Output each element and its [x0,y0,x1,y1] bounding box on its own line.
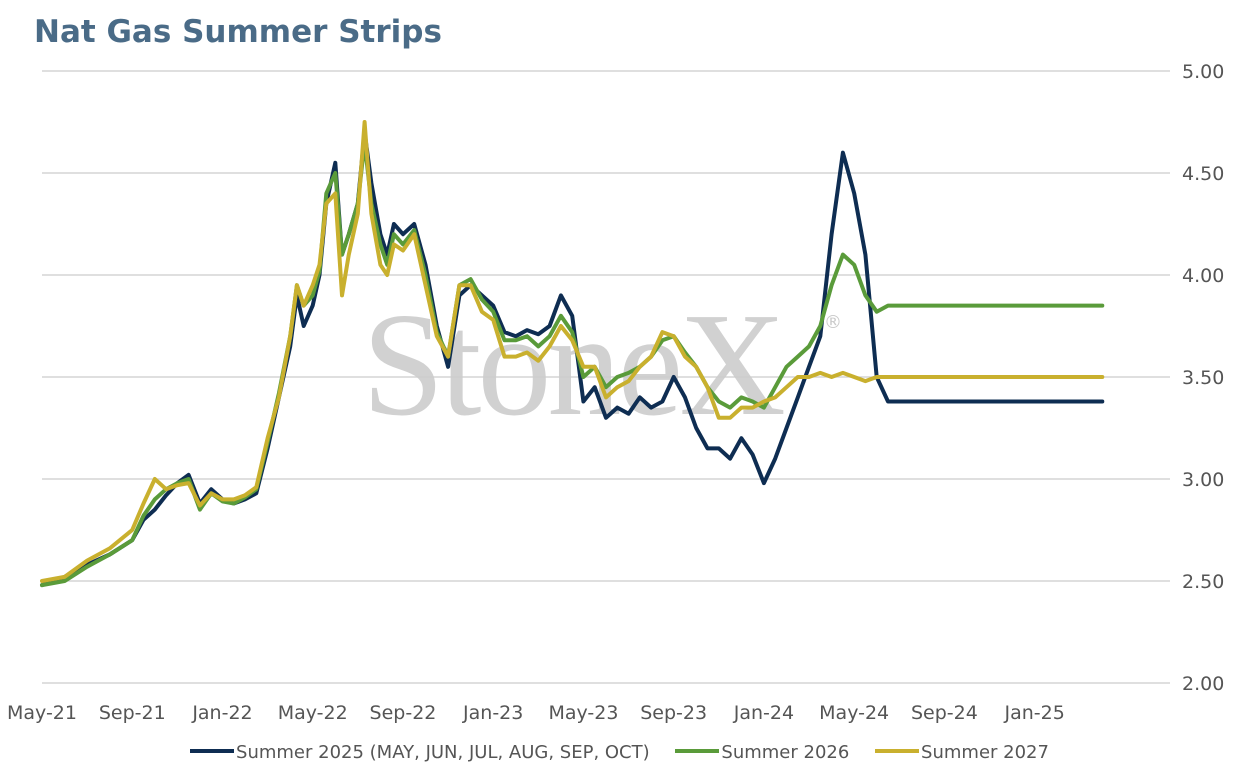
y-tick-label: 4.50 [1182,163,1224,185]
legend-swatch-2025 [190,749,235,753]
y-tick-label: 2.00 [1182,673,1224,695]
series-line-0 [40,130,1105,588]
legend-label-2025: Summer 2025 (MAY, JUN, JUL, AUG, SEP, OC… [236,742,650,763]
x-tick-label: Jan-24 [733,702,794,724]
x-tick-label: Jan-22 [191,702,252,724]
y-tick-label: 2.50 [1182,571,1224,593]
series-lines [40,120,1105,588]
y-tick-label: 5.00 [1182,61,1224,83]
legend-item-2027: Summer 2027 [875,742,1049,763]
legend-label-2027: Summer 2027 [921,742,1049,763]
y-tick-label: 3.50 [1182,367,1224,389]
legend-swatch-2027 [875,749,920,753]
x-tick-label: May-23 [548,702,618,724]
x-tick-label: Jan-25 [1003,702,1064,724]
legend: Summer 2025 (MAY, JUN, JUL, AUG, SEP, OC… [0,742,1239,763]
y-tick-label: 3.00 [1182,469,1224,491]
chart-title: Nat Gas Summer Strips [34,14,442,50]
x-axis: May-21 Sep-21 Jan-22 May-22 Sep-22 Jan-23 May-… [7,702,1065,724]
x-tick-label: Sep-21 [99,702,166,724]
x-tick-label: Sep-23 [640,702,707,724]
gridlines [42,70,1170,684]
registered-mark: ® [824,312,842,333]
x-tick-label: May-24 [819,702,889,724]
x-tick-label: Sep-22 [370,702,437,724]
x-tick-label: May-21 [7,702,77,724]
legend-item-2026: Summer 2026 [675,742,849,763]
legend-item-2025: Summer 2025 (MAY, JUN, JUL, AUG, SEP, OC… [190,742,650,763]
legend-swatch-2026 [675,749,720,753]
series-line-2 [40,120,1105,583]
x-tick-label: Jan-23 [462,702,523,724]
x-tick-label: Sep-24 [911,702,978,724]
legend-label-2026: Summer 2026 [721,742,850,763]
y-tick-label: 4.00 [1182,265,1224,287]
x-tick-label: May-22 [278,702,348,724]
series-line-1 [40,140,1105,588]
y-axis: 5.00 4.50 4.00 3.50 3.00 2.50 2.00 [1182,61,1224,695]
